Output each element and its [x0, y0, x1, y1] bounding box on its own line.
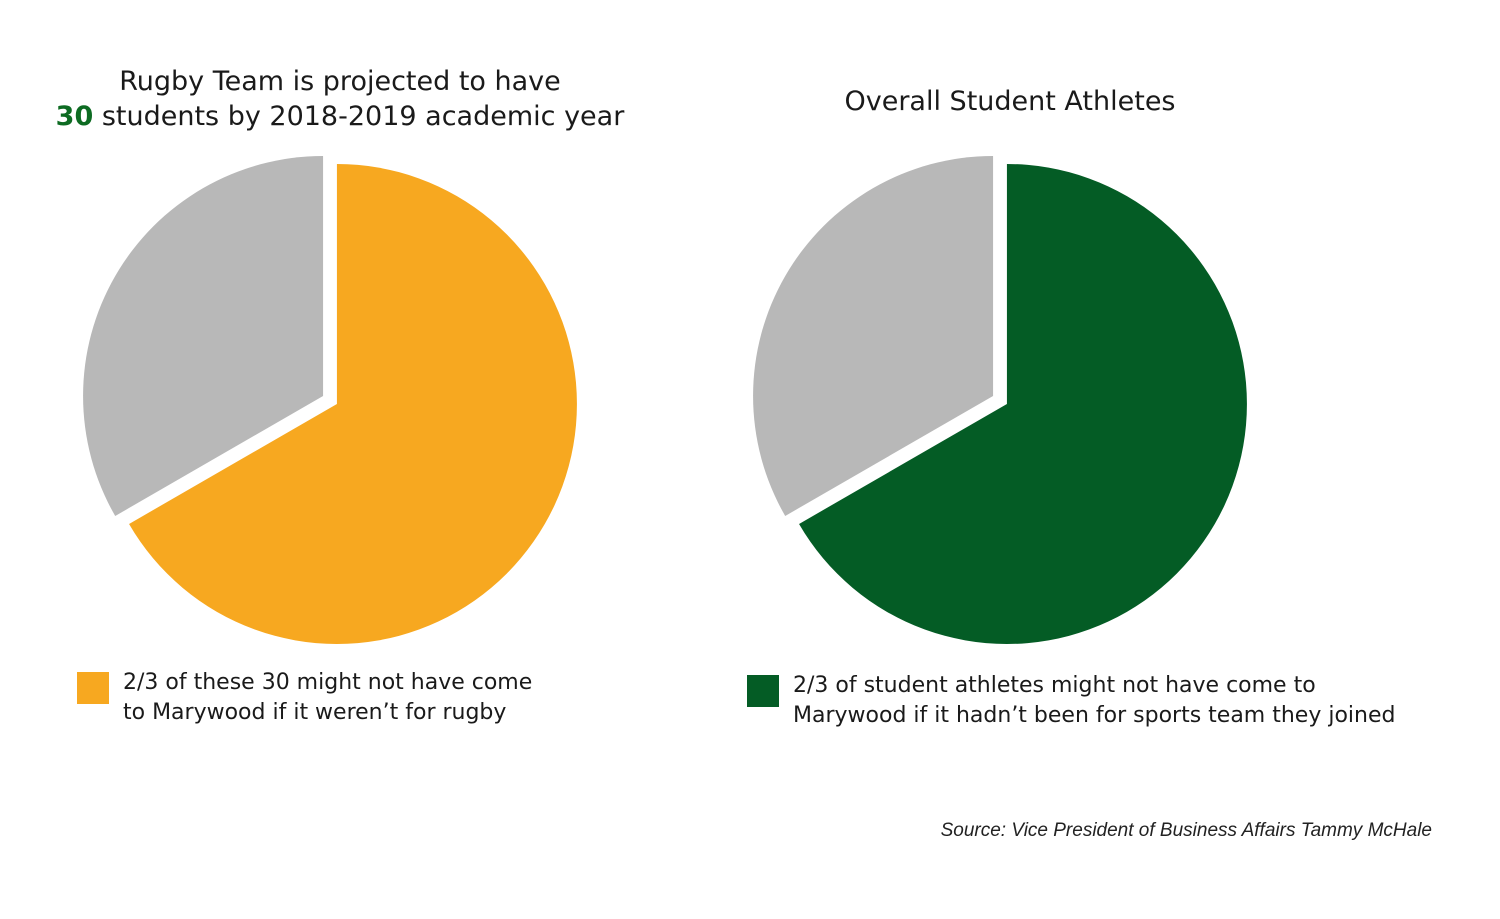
source-credit: Source: Vice President of Business Affai… — [940, 820, 1432, 841]
legend-rugby: 2/3 of these 30 might not have come to M… — [77, 668, 617, 728]
athletes-pie-chart — [753, 155, 1247, 645]
chart-title-athletes: Overall Student Athletes — [700, 84, 1320, 119]
legend-line-1: 2/3 of these 30 might not have come — [123, 670, 533, 695]
chart-title-rugby: Rugby Team is projected to have 30 stude… — [40, 64, 640, 134]
legend-text-rugby: 2/3 of these 30 might not have come to M… — [123, 668, 532, 728]
rugby-pie-chart — [83, 155, 577, 645]
pie-slice-0 — [129, 164, 577, 645]
legend-swatch-green — [747, 675, 779, 707]
legend-athletes: 2/3 of student athletes might not have c… — [747, 671, 1467, 731]
legend-line-2: to Marywood if it weren’t for rugby — [123, 700, 507, 725]
legend-line-1: 2/3 of student athletes might not have c… — [793, 673, 1316, 698]
legend-line-2: Marywood if it hadn’t been for sports te… — [793, 703, 1396, 728]
title-line-2: students by 2018-2019 academic year — [93, 101, 625, 132]
pie-slice-0 — [799, 164, 1247, 645]
title-highlight-number: 30 — [55, 101, 94, 132]
title-line-1: Rugby Team is projected to have — [119, 66, 561, 97]
title-text: Overall Student Athletes — [844, 86, 1176, 117]
pie-slice-1 — [753, 155, 994, 516]
legend-text-athletes: 2/3 of student athletes might not have c… — [793, 671, 1395, 731]
pie-slice-1 — [83, 155, 324, 516]
legend-swatch-orange — [77, 672, 109, 704]
